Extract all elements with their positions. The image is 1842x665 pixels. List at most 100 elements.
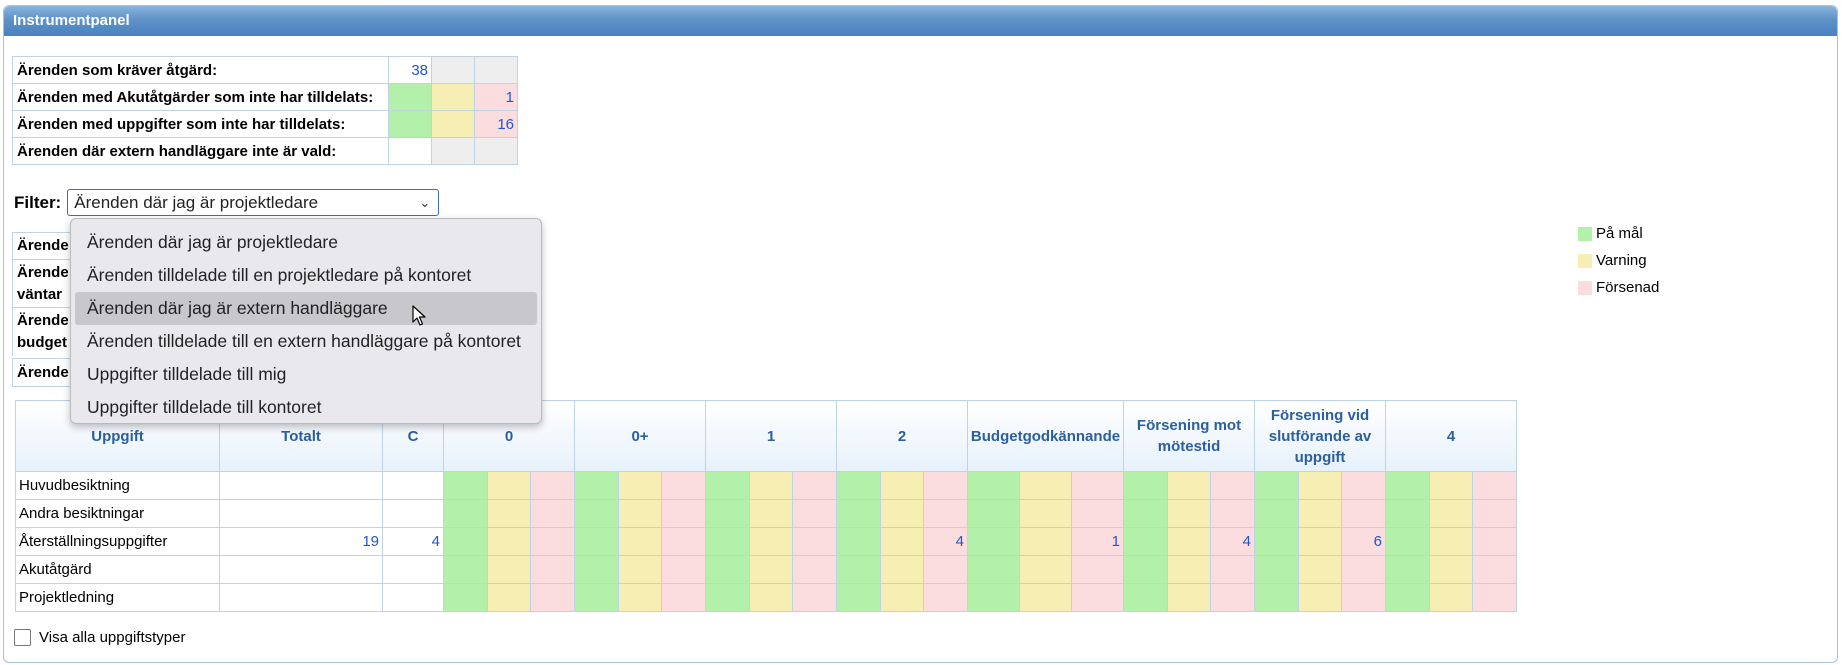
task-total[interactable]: 19 [219,527,383,556]
status-cell [1123,527,1168,556]
table-row: Akutåtgärd [15,555,1517,584]
table-row: Huvudbesiktning [15,471,1517,500]
status-cell[interactable]: 4 [923,527,968,556]
status-cell [1254,527,1299,556]
task-total[interactable] [219,583,383,612]
status-cell [1123,583,1168,612]
table-row: Projektledning [15,583,1517,612]
status-cell [923,583,968,612]
status-cell [443,527,488,556]
status-cell [661,527,706,556]
obscured-row-text: Ärende [17,364,69,381]
status-cell [1071,583,1124,612]
status-cell [923,471,968,500]
summary-label: Ärenden med uppgifter som inte har tilld… [12,110,389,138]
task-total[interactable] [219,499,383,528]
obscured-row-text: Ärende [17,237,69,254]
show-all-task-types[interactable]: Visa alla uppgiftstyper [14,629,185,646]
obscured-row-text: Ärende [17,264,69,281]
status-cell[interactable]: 4 [1210,527,1255,556]
task-c-count[interactable] [382,499,444,528]
task-total[interactable] [219,555,383,584]
status-cell[interactable]: 1 [1071,527,1124,556]
status-cell [1019,583,1072,612]
status-cell[interactable]: 6 [1341,527,1386,556]
column-header[interactable]: 1 [705,400,837,472]
status-cell [1472,471,1517,500]
status-cell [923,555,968,584]
task-name: Andra besiktningar [15,499,220,528]
status-cell [1385,555,1430,584]
summary-count[interactable]: 38 [388,56,432,84]
status-cell [574,499,619,528]
status-cell [748,527,794,556]
status-cell [1472,499,1517,528]
legend-label: På mål [1596,225,1643,242]
column-header[interactable]: 2 [836,400,968,472]
status-cell [1472,583,1517,612]
status-cell [661,555,706,584]
status-cell [792,583,837,612]
column-header[interactable]: 0+ [574,400,706,472]
task-c-count[interactable] [382,471,444,500]
status-cell [836,583,881,612]
filter-option[interactable]: Ärenden där jag är projektledare [87,232,338,252]
column-header[interactable]: Budgetgodkännande [967,400,1124,472]
show-all-checkbox[interactable] [14,629,31,646]
summary-cell[interactable]: 16 [474,110,518,138]
filter-option[interactable]: Uppgifter tilldelade till mig [87,364,287,384]
summary-table: Ärenden som kräver åtgärd: 38 Ärenden me… [12,56,518,165]
status-cell [1019,527,1072,556]
status-cell [443,499,488,528]
status-cell [1254,471,1299,500]
filter-option[interactable]: Uppgifter tilldelade till kontoret [87,397,322,417]
filter-option[interactable]: Ärenden där jag är extern handläggare [75,292,537,325]
summary-cell[interactable]: 1 [474,83,518,111]
status-legend: På mål Varning Försenad [1578,220,1659,301]
task-c-count[interactable]: 4 [382,527,444,556]
column-header[interactable]: Försening mot mötestid [1123,400,1255,472]
legend-swatch [1578,253,1592,268]
status-cell [1254,583,1299,612]
task-total[interactable] [219,471,383,500]
task-c-count[interactable] [382,555,444,584]
legend-label: Försenad [1596,279,1660,296]
task-status-table: Uppgift Totalt C 0 0+ 1 2 Budgetgodkänna… [15,400,1517,612]
legend-swatch [1578,280,1592,295]
status-cell [792,555,837,584]
column-header[interactable]: Försening vid slutförande av uppgift [1254,400,1386,472]
summary-cell [431,56,475,84]
task-c-count[interactable] [382,583,444,612]
status-cell [1297,583,1343,612]
status-cell [705,527,750,556]
status-cell [1428,499,1474,528]
status-cell [617,527,663,556]
summary-cell [431,137,475,165]
status-cell [1341,583,1386,612]
filter-option[interactable]: Ärenden tilldelade till en projektledare… [87,265,472,285]
summary-row: Ärenden som kräver åtgärd: 38 [12,56,518,84]
summary-cell [431,110,475,138]
summary-row: Ärenden med uppgifter som inte har tilld… [12,110,518,138]
legend-item: Försenad [1578,274,1659,301]
summary-count [388,83,432,111]
status-cell [1210,583,1255,612]
status-cell [1254,555,1299,584]
status-cell [574,527,619,556]
legend-item: På mål [1578,220,1659,247]
status-cell [486,555,532,584]
status-cell [705,471,750,500]
filter-select[interactable]: Ärenden där jag är projektledare ⌄ [67,189,440,216]
status-cell [1071,471,1124,500]
status-cell [443,583,488,612]
task-name: Projektledning [15,583,220,612]
summary-label: Ärenden som kräver åtgärd: [12,56,389,84]
table-row: Återställningsuppgifter 19 4 4 1 4 6 [15,527,1517,556]
obscured-row-text: budget [17,334,67,351]
status-cell [1210,471,1255,500]
column-header[interactable]: 4 [1385,400,1517,472]
status-cell [879,527,925,556]
filter-option[interactable]: Ärenden tilldelade till en extern handlä… [87,331,521,351]
summary-cell [474,137,518,165]
status-cell [1428,471,1474,500]
